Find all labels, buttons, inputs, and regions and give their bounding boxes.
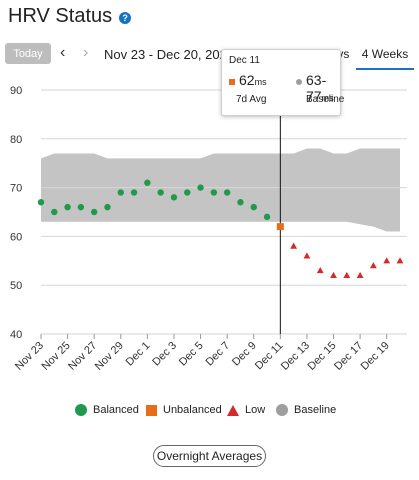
legend-label: Balanced <box>93 404 139 416</box>
low-point <box>356 271 364 279</box>
today-button[interactable]: Today <box>5 43 51 64</box>
legend-unbalanced: Unbalanced <box>146 404 222 416</box>
low-point <box>396 257 404 264</box>
x-tick-label: Dec 1 <box>124 340 153 369</box>
balanced-point <box>197 184 204 191</box>
tooltip-avg-label: 7d Avg <box>236 94 267 105</box>
balanced-point <box>130 189 138 196</box>
low-point <box>370 262 377 269</box>
balanced-point <box>263 213 271 221</box>
x-tick-label: Dec 7 <box>203 340 232 369</box>
legend-low: Low <box>227 404 265 416</box>
chevron-right-icon[interactable]: › <box>83 44 89 61</box>
low-point <box>343 271 351 279</box>
x-tick-label: Dec 3 <box>150 340 179 369</box>
x-tick-label: Nov 25 <box>40 340 73 373</box>
x-tick-label: Dec 15 <box>306 340 339 373</box>
y-tick-label: 70 <box>10 183 22 195</box>
x-tick-label: Nov 27 <box>66 340 99 373</box>
unbalanced-square-icon <box>146 404 157 416</box>
baseline-dot-icon <box>276 404 288 416</box>
balanced-point <box>144 179 151 186</box>
balanced-point <box>77 203 85 211</box>
y-tick-label: 90 <box>10 85 22 97</box>
y-tick-label: 40 <box>10 329 22 341</box>
x-tick-label: Dec 17 <box>332 340 365 373</box>
help-icon[interactable]: ? <box>119 12 132 24</box>
balanced-dot-icon <box>75 404 87 416</box>
x-tick-label: Dec 13 <box>279 340 312 373</box>
legend-label: Low <box>245 404 266 416</box>
y-tick-label: 50 <box>10 280 22 292</box>
low-point <box>383 257 391 264</box>
baseline-dot-icon <box>296 79 302 85</box>
balanced-point <box>104 203 111 211</box>
tooltip-baseline-value: 63-77ms <box>306 72 334 104</box>
balanced-point <box>223 189 231 196</box>
y-tick-label: 60 <box>10 231 22 243</box>
x-tick-label: Dec 19 <box>359 340 392 373</box>
overnight-averages-button[interactable]: Overnight Averages <box>153 445 266 467</box>
unbalanced-square-icon <box>229 79 235 85</box>
balanced-point <box>117 189 124 196</box>
y-tick-label: 80 <box>10 134 22 146</box>
legend: Balanced Unbalanced Low Baseline <box>0 404 419 422</box>
tab-4-weeks[interactable]: 4 Weeks <box>356 47 414 70</box>
balanced-point <box>210 189 218 196</box>
x-tick-label: Nov 29 <box>93 340 126 373</box>
low-point <box>330 271 337 279</box>
unbalanced-point <box>276 223 284 231</box>
balanced-point <box>157 189 164 196</box>
low-triangle-icon <box>227 404 239 416</box>
tooltip-avg-value: 62ms <box>239 72 267 88</box>
page-title: HRV Status <box>8 5 113 27</box>
toolbar: Today ‹ › Nov 23 - Dec 20, 2024 7 Days 4… <box>0 42 419 70</box>
balanced-point <box>237 199 244 206</box>
balanced-point <box>184 189 191 196</box>
low-point <box>303 252 311 259</box>
legend-label: Unbalanced <box>163 404 222 416</box>
balanced-point <box>250 203 257 211</box>
legend-baseline: Baseline <box>276 404 336 416</box>
x-tick-label: Dec 5 <box>177 340 206 369</box>
balanced-point <box>170 194 178 201</box>
balanced-point <box>37 199 45 206</box>
balanced-point <box>64 203 71 211</box>
tooltip-date: Dec 11 <box>229 55 260 66</box>
balanced-point <box>90 208 98 216</box>
tooltip-baseline-label: Baseline <box>306 94 345 105</box>
tooltip: Dec 11 62ms 7d Avg 63-77ms Baseline <box>221 49 345 116</box>
date-range-label: Nov 23 - Dec 20, 2024 <box>104 47 235 62</box>
balanced-point <box>51 208 58 216</box>
baseline-band <box>41 148 400 232</box>
legend-balanced: Balanced <box>75 404 139 416</box>
legend-label: Baseline <box>294 404 337 416</box>
low-point <box>290 242 298 249</box>
header: HRV Status ? <box>8 5 132 28</box>
chevron-left-icon[interactable]: ‹ <box>60 44 66 61</box>
x-tick-label: Nov 23 <box>13 340 46 373</box>
low-point <box>316 266 324 274</box>
